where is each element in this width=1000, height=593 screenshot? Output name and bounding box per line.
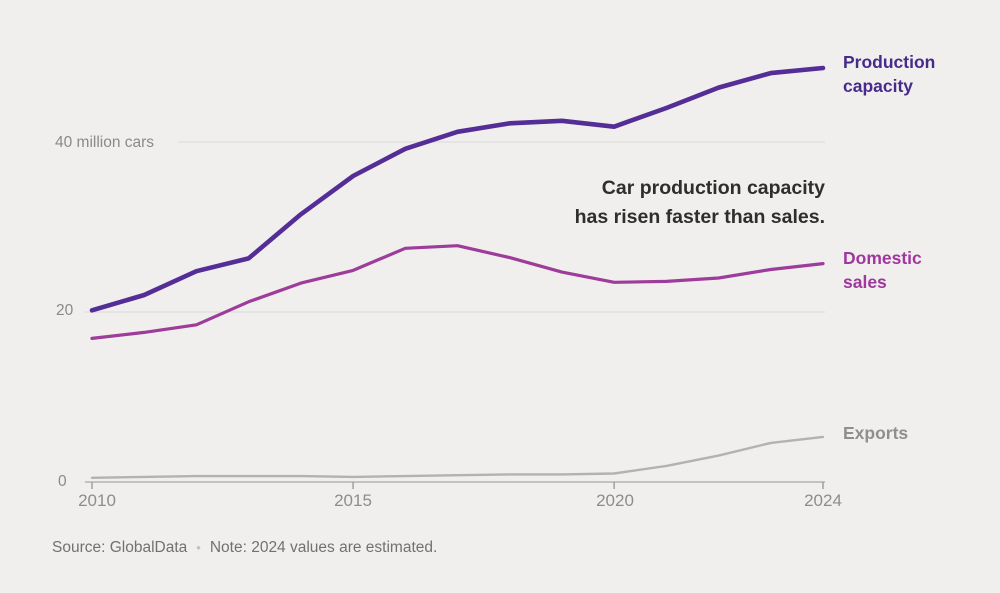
y-axis-label-20: 20 — [56, 302, 74, 319]
x-axis-label-2010: 2010 — [78, 491, 116, 510]
x-axis-label-2024: 2024 — [804, 491, 842, 510]
y-axis-label-0: 0 — [58, 473, 67, 490]
annotation-line-1: Car production capacity — [601, 177, 825, 199]
chart-annotation: Car production capacity has risen faster… — [575, 174, 825, 232]
series-line-domestic-sales — [90, 244, 825, 340]
series-label-production-capacity: Production capacity — [843, 52, 936, 96]
series-line-exports — [90, 435, 825, 479]
x-axis-label-2020: 2020 — [596, 491, 634, 510]
annotation-line-2: has risen faster than sales. — [574, 206, 825, 228]
y-axis-label-40: 40 million cars — [55, 134, 155, 151]
series-line-production-capacity — [89, 65, 826, 313]
source-text: Source: GlobalData — [52, 539, 188, 556]
series-label-domestic-sales: Domestic sales — [843, 248, 922, 292]
x-axis-label-2015: 2015 — [334, 491, 372, 510]
note-text: Note: 2024 values are estimated. — [209, 539, 438, 556]
dot-separator-icon: • — [196, 540, 201, 555]
series-label-exports: Exports — [843, 423, 909, 443]
source-note-row: Source: GlobalData • Note: 2024 values are… — [52, 539, 437, 557]
